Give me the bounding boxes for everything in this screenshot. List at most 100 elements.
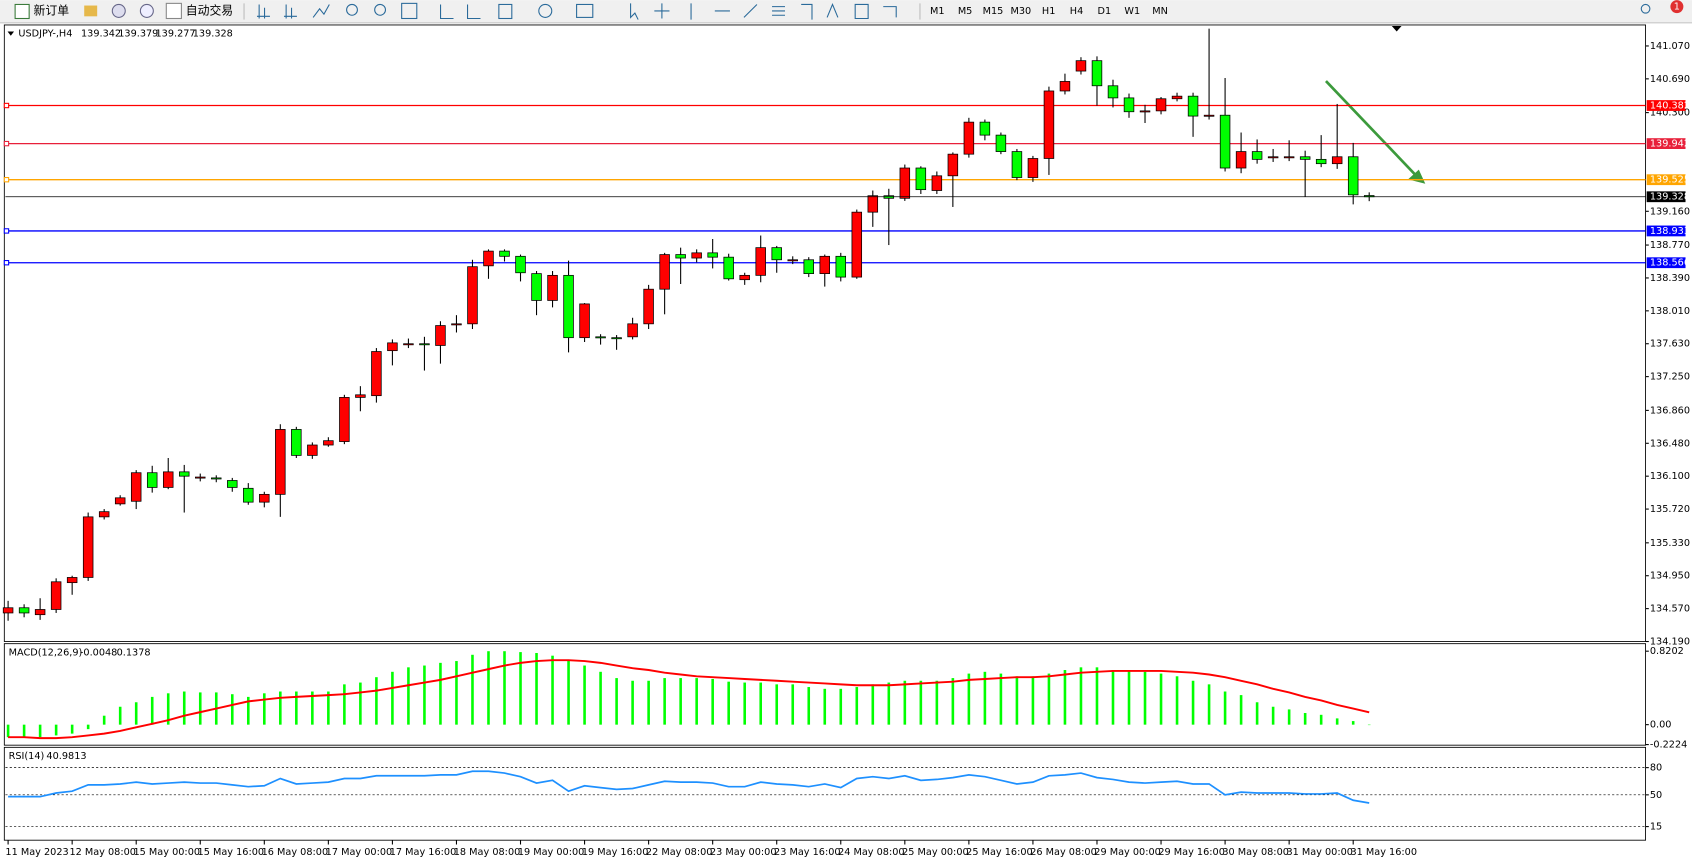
- candle-body: [34, 609, 46, 616]
- macd-bar: [567, 660, 570, 725]
- pane-title: MACD(12,26,9): [9, 647, 83, 658]
- macd-bar: [134, 702, 138, 725]
- macd-bar: [407, 667, 410, 725]
- macd-bar: [1159, 673, 1163, 725]
- level-label-bg: [1646, 174, 1686, 186]
- toolbar-icon[interactable]: [498, 3, 513, 20]
- macd-bar: [343, 684, 346, 725]
- timeframe-button[interactable]: M5: [958, 6, 973, 17]
- toolbar-icon[interactable]: [283, 4, 297, 19]
- toolbar-icons[interactable]: [256, 2, 897, 20]
- toolbar-icon[interactable]: [576, 3, 594, 18]
- timeframe-button[interactable]: M15: [983, 6, 1004, 17]
- header-value: 40.9813: [46, 751, 86, 762]
- macd-bar: [807, 687, 811, 725]
- x-tick-label: 19 May 16:00: [582, 847, 649, 858]
- auto-trading-button[interactable]: 自动交易: [186, 3, 233, 17]
- candle-body: [66, 577, 78, 584]
- notification-badge[interactable]: [1670, 0, 1684, 14]
- toolbar-icon[interactable]: [111, 3, 126, 18]
- y-tick-label: 0.00: [1650, 720, 1672, 731]
- zoom-in[interactable]: [346, 3, 358, 16]
- y-tick-label: 140.300: [1650, 108, 1690, 119]
- macd-bar: [871, 684, 875, 725]
- x-tick-label: 29 May 00:00: [1094, 847, 1161, 858]
- candle-body: [483, 250, 494, 267]
- candle-body: [803, 259, 814, 274]
- candle-body: [611, 337, 622, 340]
- macd-bar: [551, 655, 554, 725]
- macd-bar: [1223, 691, 1227, 725]
- macd-bar: [1287, 709, 1291, 725]
- timeframe-button[interactable]: M1: [930, 6, 945, 17]
- macd-bar: [1239, 695, 1243, 725]
- macd-bar: [855, 687, 859, 725]
- macd-bar: [102, 715, 106, 725]
- macd-bar: [1143, 671, 1147, 725]
- timeframe-button[interactable]: W1: [1124, 6, 1140, 17]
- header-value: 139.328: [193, 29, 233, 40]
- x-tick-label: 26 May 08:00: [1030, 847, 1097, 858]
- toolbar-icon[interactable]: [84, 5, 98, 17]
- macd-bar: [70, 724, 74, 734]
- search-icon[interactable]: [1640, 3, 1651, 14]
- y-tick-label: 141.070: [1650, 41, 1690, 52]
- candle-body: [435, 325, 446, 346]
- y-tick-label: 137.250: [1650, 372, 1690, 383]
- candle-body: [723, 256, 734, 280]
- candle-body: [50, 581, 62, 610]
- y-tick-label: 138.010: [1650, 306, 1690, 317]
- auto-trading-icon[interactable]: [165, 2, 182, 20]
- timeframe-button[interactable]: D1: [1098, 6, 1112, 17]
- macd-bar: [775, 684, 779, 725]
- candle-body: [947, 153, 959, 177]
- tile[interactable]: [401, 2, 418, 20]
- macd-bar: [22, 724, 26, 738]
- candle-body: [323, 440, 334, 446]
- macd-bar: [166, 693, 170, 725]
- candle-body: [579, 303, 590, 339]
- macd-bar: [391, 671, 394, 725]
- candle-body: [98, 511, 110, 518]
- timeframe-button[interactable]: H4: [1070, 6, 1083, 17]
- x-tick-label: 23 May 16:00: [774, 847, 841, 858]
- candle-body: [1251, 151, 1263, 160]
- candle-body: [851, 211, 863, 278]
- timeframe-button[interactable]: M30: [1010, 6, 1031, 17]
- toolbar-icon[interactable]: [256, 4, 270, 19]
- y-tick-label: 139.160: [1650, 206, 1690, 217]
- toolbar-icon[interactable]: [440, 4, 481, 20]
- toolbar-icon[interactable]: [312, 4, 330, 18]
- timeframe-button[interactable]: MN: [1152, 6, 1168, 17]
- y-tick-label: 135.720: [1650, 504, 1690, 515]
- macd-bar: [375, 677, 378, 725]
- candle-body: [547, 274, 558, 301]
- candle-body: [595, 336, 606, 339]
- toolbar-icon[interactable]: [538, 3, 553, 18]
- level-label-bg: [1646, 100, 1686, 111]
- candle-body: [211, 477, 222, 480]
- toolbar-icon[interactable]: [139, 3, 154, 18]
- candle-body: [1027, 158, 1039, 178]
- candle-body: [835, 255, 847, 278]
- candle-body: [146, 472, 158, 488]
- x-tick-label: 19 May 00:00: [518, 847, 585, 858]
- macd-bar: [1255, 702, 1259, 725]
- macd-bar: [311, 691, 314, 725]
- candle-body: [339, 397, 350, 442]
- candle-body: [1155, 98, 1167, 112]
- candle-body: [307, 444, 318, 456]
- zoom-out[interactable]: [374, 3, 387, 16]
- candle-body: [291, 429, 302, 456]
- y-tick-label: 136.100: [1650, 471, 1690, 482]
- candle-body: [643, 288, 654, 325]
- new-order-icon[interactable]: [14, 3, 30, 20]
- y-tick-label: 15: [1650, 822, 1662, 833]
- macd-bar: [823, 688, 827, 725]
- timeframe-button[interactable]: H1: [1042, 6, 1055, 17]
- candle-body: [931, 175, 943, 191]
- toolbar-icon[interactable]: [630, 3, 897, 20]
- candle-body: [1123, 97, 1135, 113]
- new-order-button[interactable]: 新订单: [33, 3, 69, 17]
- y-tick-label: 136.860: [1650, 405, 1690, 416]
